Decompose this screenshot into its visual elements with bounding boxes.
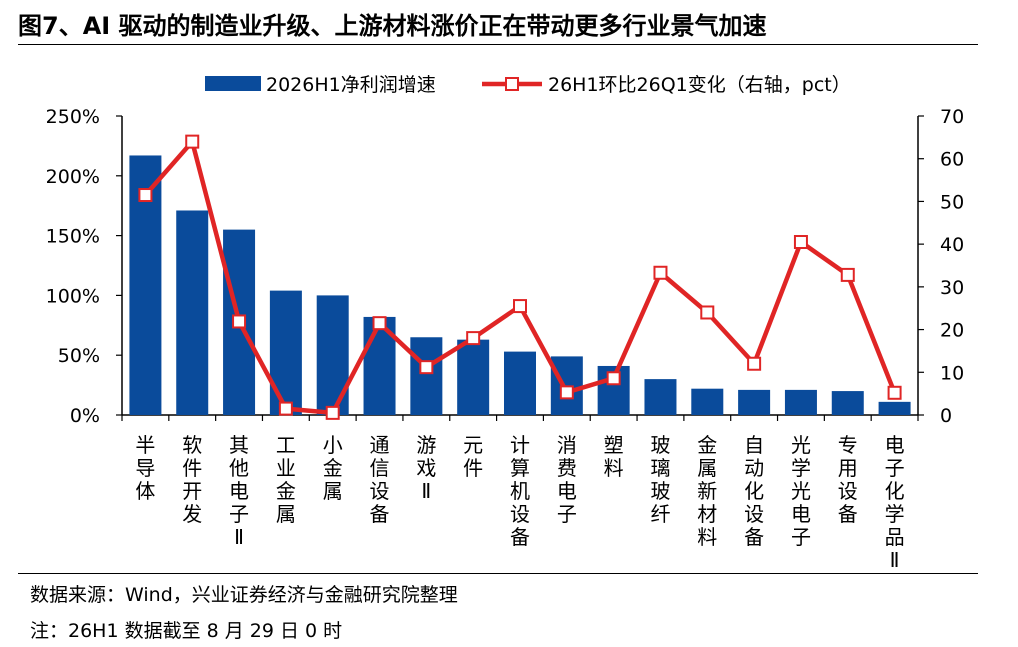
- line-series: [138, 134, 902, 420]
- bar: [316, 295, 349, 415]
- category-label: 其他电子 Ⅱ: [229, 433, 249, 549]
- bar-series: [129, 155, 911, 415]
- left-tick-label: 150%: [46, 226, 100, 248]
- right-tick-label: 10: [940, 362, 964, 384]
- bar: [504, 351, 536, 415]
- right-tick-label: 20: [940, 320, 964, 342]
- left-tick-label: 50%: [58, 345, 100, 367]
- category-label: 专用设备: [838, 433, 858, 526]
- bar: [457, 339, 490, 415]
- line-point: [840, 267, 855, 282]
- category-label: 电子化学品 Ⅱ: [885, 433, 905, 572]
- category-label: 元件: [463, 433, 483, 480]
- dual-axis-chart: 2026H1净利润增速 26H1环比26Q1变化（右轴，pct） 0%50%100…: [46, 74, 965, 572]
- category-label: 消费电子: [557, 433, 577, 526]
- right-axis: 0 10 20 30 40 50 60 70: [917, 106, 964, 427]
- right-tick-label: 50: [940, 191, 964, 213]
- line-point: [372, 316, 387, 331]
- left-tick-label: 100%: [46, 285, 100, 307]
- line-point: [653, 265, 668, 280]
- legend-line-label: 26H1环比26Q1变化（右轴，pct）: [548, 74, 851, 96]
- source-note: 数据来源：Wind，兴业证券经济与金融研究院整理: [30, 584, 458, 606]
- right-tick-label: 70: [940, 106, 964, 128]
- category-label: 软件开发: [182, 433, 202, 526]
- category-label: 自动化设备: [744, 433, 764, 549]
- right-tick-label: 40: [940, 234, 964, 256]
- bar: [878, 401, 911, 415]
- bar: [691, 388, 724, 415]
- legend-bar-swatch: [205, 76, 261, 91]
- category-label: 工业金属: [276, 433, 296, 526]
- line-point: [138, 188, 153, 203]
- line-point: [606, 371, 621, 386]
- line-point: [278, 401, 293, 416]
- category-label: 光学光电子: [791, 433, 811, 549]
- line-point: [185, 134, 200, 149]
- chart-title: 图7、AI 驱动的制造业升级、上游材料涨价正在带动更多行业景气加速: [18, 12, 767, 40]
- category-label: 半导体: [135, 433, 155, 503]
- line-point: [887, 385, 902, 400]
- line-point: [232, 314, 247, 329]
- right-tick-label: 60: [940, 149, 964, 171]
- bar: [269, 290, 302, 415]
- left-tick-label: 200%: [46, 166, 100, 188]
- category-label: 通信设备: [370, 433, 390, 526]
- left-tick-label: 250%: [46, 106, 100, 128]
- category-label: 金属新材料: [697, 433, 717, 549]
- category-label: 小金属: [323, 433, 343, 503]
- legend-line-marker: [505, 77, 519, 91]
- footer-divider: [18, 573, 978, 574]
- line-point: [325, 405, 340, 420]
- category-labels: 半导体 软件开发 其他电子 Ⅱ 工业金属 小金属 通信设备 游戏 Ⅱ 元件 计算机设备 消费电子 塑料玻…: [135, 433, 904, 572]
- bar: [784, 389, 817, 415]
- left-tick-label: 0%: [70, 405, 100, 427]
- bar: [831, 391, 864, 415]
- line-point: [419, 360, 434, 375]
- line-point: [466, 331, 481, 346]
- title-divider: [18, 44, 978, 45]
- bar: [410, 337, 443, 415]
- footnote: 注：26H1 数据截至 8 月 29 日 0 时: [30, 620, 343, 642]
- bar: [738, 389, 771, 415]
- bar: [644, 379, 677, 415]
- line-point: [700, 305, 715, 320]
- right-tick-label: 0: [940, 405, 952, 427]
- category-label: 塑料: [604, 433, 624, 480]
- line-point: [513, 299, 527, 314]
- line-point: [559, 385, 574, 400]
- bar: [176, 210, 209, 415]
- line-point: [747, 356, 762, 371]
- legend: 2026H1净利润增速 26H1环比26Q1变化（右轴，pct）: [205, 74, 851, 96]
- category-label: 计算机设备: [510, 433, 530, 549]
- legend-bar-label: 2026H1净利润增速: [266, 74, 436, 96]
- line-point: [793, 235, 808, 250]
- category-label: 游戏 Ⅱ: [416, 433, 436, 503]
- right-tick-label: 30: [940, 277, 964, 299]
- category-label: 玻璃玻纤: [650, 433, 670, 526]
